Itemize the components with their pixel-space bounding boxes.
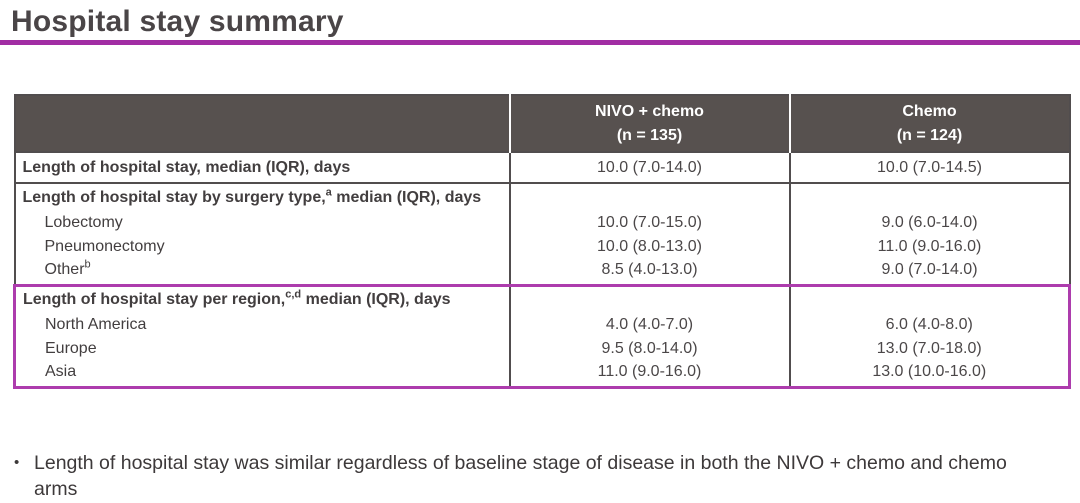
other-surgery-nivo-value: 8.5 (4.0-13.0) bbox=[508, 259, 790, 285]
europe-chemo-value: 13.0 (7.0-18.0) bbox=[788, 337, 1071, 361]
pneumonectomy-nivo-value: 10.0 (8.0-13.0) bbox=[508, 235, 790, 259]
row-pneumonectomy: Pneumonectomy 10.0 (8.0-13.0) 11.0 (9.0-… bbox=[15, 235, 1070, 259]
row-north-america: North America 4.0 (4.0-7.0) 6.0 (4.0-8.0… bbox=[13, 313, 1071, 337]
asia-label: Asia bbox=[13, 361, 510, 389]
row-region-section-label: Length of hospital stay per region,c,d m… bbox=[13, 283, 1071, 313]
overall-chemo-value: 10.0 (7.0-14.5) bbox=[788, 151, 1070, 183]
summary-bullet: • Length of hospital stay was similar re… bbox=[14, 450, 1054, 503]
header-chemo-line1: Chemo bbox=[902, 103, 957, 121]
header-chemo-line2: (n = 124) bbox=[896, 126, 963, 144]
europe-nivo-value: 9.5 (8.0-14.0) bbox=[508, 337, 790, 361]
other-label-text: Other bbox=[44, 260, 85, 278]
region-section-chemo-spacer bbox=[788, 283, 1071, 313]
other-surgery-label: Otherb bbox=[15, 259, 510, 285]
page-title: Hospital stay summary bbox=[11, 5, 344, 38]
title-accent-rule bbox=[0, 40, 1080, 45]
region-section-label: Length of hospital stay per region,c,d m… bbox=[13, 283, 510, 313]
hospital-stay-table: NIVO + chemo (n = 135) Chemo (n = 124) L… bbox=[13, 94, 1071, 389]
overall-nivo-value: 10.0 (7.0-14.0) bbox=[508, 151, 790, 183]
header-nivo-line1: NIVO + chemo bbox=[595, 103, 704, 121]
header-chemo-cell: Chemo (n = 124) bbox=[788, 95, 1070, 152]
other-label-sup: b bbox=[84, 258, 91, 271]
region-section-nivo-spacer bbox=[508, 283, 790, 313]
surgery-section-label: Length of hospital stay by surgery type,… bbox=[14, 182, 510, 211]
overall-label: Length of hospital stay, median (IQR), d… bbox=[14, 151, 510, 183]
other-surgery-chemo-value: 9.0 (7.0-14.0) bbox=[788, 259, 1070, 285]
header-empty-cell bbox=[14, 95, 510, 152]
region-label-sup: c,d bbox=[285, 288, 302, 301]
table-header-row: NIVO + chemo (n = 135) Chemo (n = 124) bbox=[14, 95, 1070, 152]
row-overall-stay: Length of hospital stay, median (IQR), d… bbox=[14, 151, 1070, 183]
lobectomy-nivo-value: 10.0 (7.0-15.0) bbox=[508, 211, 790, 235]
pneumonectomy-chemo-value: 11.0 (9.0-16.0) bbox=[788, 235, 1070, 259]
surgery-section-chemo-spacer bbox=[788, 182, 1070, 211]
header-nivo-line2: (n = 135) bbox=[616, 126, 683, 144]
table-container: NIVO + chemo (n = 135) Chemo (n = 124) L… bbox=[13, 94, 1071, 389]
header-nivo-cell: NIVO + chemo (n = 135) bbox=[508, 95, 790, 152]
europe-label: Europe bbox=[13, 337, 510, 361]
surgery-label-post: median (IQR), days bbox=[331, 188, 482, 206]
bullet-text: Length of hospital stay was similar rega… bbox=[34, 451, 1007, 501]
asia-nivo-value: 11.0 (9.0-16.0) bbox=[508, 361, 790, 389]
lobectomy-chemo-value: 9.0 (6.0-14.0) bbox=[788, 211, 1070, 235]
surgery-label-sup: a bbox=[325, 186, 332, 199]
row-europe: Europe 9.5 (8.0-14.0) 13.0 (7.0-18.0) bbox=[13, 337, 1071, 361]
north-america-nivo-value: 4.0 (4.0-7.0) bbox=[508, 313, 790, 337]
row-lobectomy: Lobectomy 10.0 (7.0-15.0) 9.0 (6.0-14.0) bbox=[15, 211, 1070, 235]
region-label-post: median (IQR), days bbox=[301, 290, 451, 308]
north-america-chemo-value: 6.0 (4.0-8.0) bbox=[788, 313, 1071, 337]
row-other-surgery: Otherb 8.5 (4.0-13.0) 9.0 (7.0-14.0) bbox=[15, 259, 1070, 285]
row-surgery-section-label: Length of hospital stay by surgery type,… bbox=[14, 182, 1070, 211]
pneumonectomy-label: Pneumonectomy bbox=[44, 238, 165, 255]
region-label-pre: Length of hospital stay per region, bbox=[23, 290, 286, 308]
lobectomy-label: Lobectomy bbox=[44, 214, 123, 231]
asia-chemo-value: 13.0 (10.0-16.0) bbox=[788, 361, 1071, 389]
north-america-label: North America bbox=[13, 313, 510, 337]
surgery-label-pre: Length of hospital stay by surgery type, bbox=[22, 188, 326, 206]
bullet-glyph: • bbox=[14, 453, 20, 471]
surgery-section-nivo-spacer bbox=[508, 182, 790, 211]
row-asia: Asia 11.0 (9.0-16.0) 13.0 (10.0-16.0) bbox=[13, 361, 1071, 389]
